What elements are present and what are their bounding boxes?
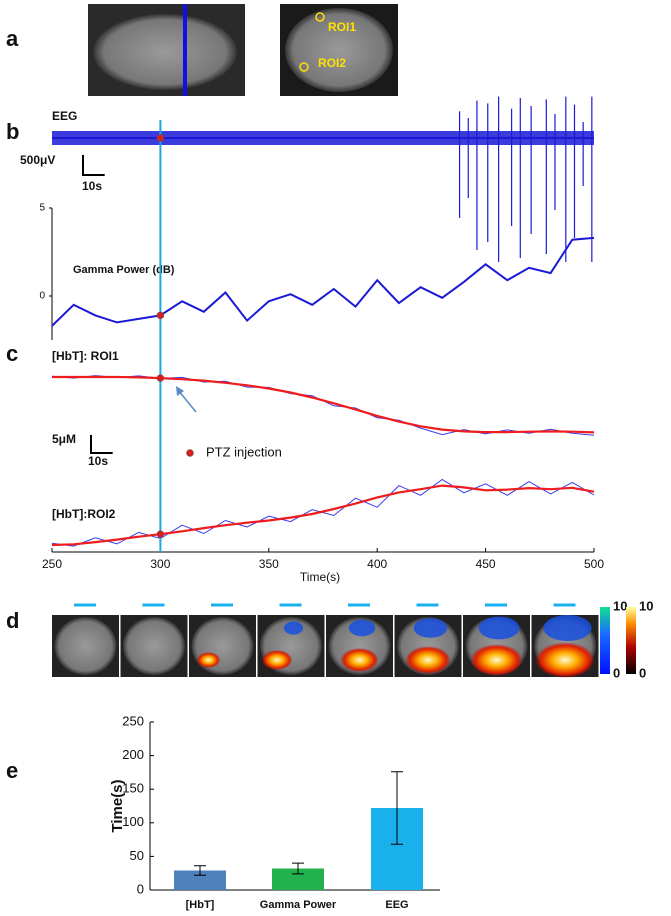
activation-hot bbox=[535, 642, 595, 678]
activation-hot bbox=[340, 648, 379, 672]
roi-marker bbox=[315, 12, 325, 22]
panel-label: b bbox=[6, 119, 19, 144]
scale-bar bbox=[82, 155, 105, 176]
activation-cold bbox=[348, 619, 376, 637]
colorbar-label: 0 bbox=[639, 665, 646, 680]
legend-dot bbox=[186, 449, 194, 457]
roi-label: ROI1 bbox=[328, 20, 356, 34]
roi-marker bbox=[299, 62, 309, 72]
x-tick-label: 500 bbox=[584, 557, 604, 571]
y-tick-label: 100 bbox=[122, 814, 144, 829]
y-tick-label: 50 bbox=[130, 848, 144, 863]
activation-cold bbox=[543, 615, 592, 641]
coronal-brain bbox=[285, 8, 393, 92]
scale-bar bbox=[90, 435, 113, 454]
y-tick-label: 0 bbox=[39, 291, 45, 302]
trace-label: EEG bbox=[52, 109, 77, 123]
activation-hot bbox=[261, 650, 293, 670]
colorbar-label: 10 bbox=[613, 598, 627, 613]
trace-label: [HbT]:ROI2 bbox=[52, 507, 116, 521]
scale-label: 10s bbox=[88, 454, 108, 468]
y-tick-label: 200 bbox=[122, 747, 144, 762]
x-tick-label: EEG bbox=[385, 899, 408, 911]
injection-dot bbox=[156, 530, 165, 538]
x-tick-label: 350 bbox=[259, 557, 279, 571]
x-tick-label: [HbT] bbox=[186, 899, 215, 911]
y-axis-label: Time(s) bbox=[109, 779, 126, 832]
colorbar-label: 10 bbox=[639, 598, 653, 613]
x-tick-label: 450 bbox=[476, 557, 496, 571]
scale-label: 500μV bbox=[20, 153, 55, 167]
error-bar bbox=[194, 865, 206, 876]
panel-label: a bbox=[6, 26, 19, 51]
injection-dot bbox=[156, 374, 165, 382]
x-tick-label: 250 bbox=[42, 557, 62, 571]
activation-cold bbox=[478, 616, 520, 640]
activation-cold bbox=[413, 618, 448, 638]
trace-label: [HbT]: ROI1 bbox=[52, 349, 119, 363]
colorbar-label: 0 bbox=[613, 665, 620, 680]
error-bar bbox=[292, 862, 304, 875]
bar bbox=[174, 870, 226, 890]
chart-title: Gamma Power (dB) bbox=[73, 264, 175, 276]
arrow-head bbox=[176, 386, 184, 396]
panel-label: d bbox=[6, 608, 19, 633]
x-tick-label: 300 bbox=[150, 557, 170, 571]
panel-label: e bbox=[6, 758, 18, 783]
slice-brain bbox=[54, 617, 117, 675]
activation-hot bbox=[196, 652, 221, 668]
x-tick-label: 400 bbox=[367, 557, 387, 571]
error-bar bbox=[391, 771, 403, 845]
injection-dot bbox=[156, 311, 165, 320]
colorbar bbox=[600, 607, 610, 674]
activation-cold bbox=[283, 621, 304, 635]
x-tick-label: Gamma Power bbox=[260, 899, 337, 911]
hbt-series bbox=[52, 375, 595, 434]
scale-label: 10s bbox=[82, 179, 102, 193]
panel-label: c bbox=[6, 341, 18, 366]
x-axis-label: Time(s) bbox=[300, 570, 340, 584]
y-tick-label: 250 bbox=[122, 713, 144, 728]
colorbar bbox=[626, 607, 636, 674]
slice-brain bbox=[123, 617, 185, 675]
y-tick-label: 150 bbox=[122, 781, 144, 796]
activation-hot bbox=[470, 644, 523, 676]
y-tick-label: 5 bbox=[39, 203, 45, 214]
slice-brain bbox=[191, 617, 254, 675]
hbt-series bbox=[51, 484, 595, 547]
activation-hot bbox=[405, 646, 451, 674]
arrow bbox=[177, 389, 197, 413]
sagittal-brain bbox=[93, 14, 237, 90]
line-series bbox=[51, 236, 595, 327]
legend-label: PTZ injection bbox=[206, 444, 282, 459]
injection-dot bbox=[156, 134, 165, 142]
bar bbox=[272, 868, 324, 890]
scale-label: 5μM bbox=[52, 432, 76, 446]
hbt-series bbox=[51, 375, 595, 436]
roi-label: ROI2 bbox=[318, 56, 346, 70]
y-tick-label: 0 bbox=[137, 881, 144, 896]
